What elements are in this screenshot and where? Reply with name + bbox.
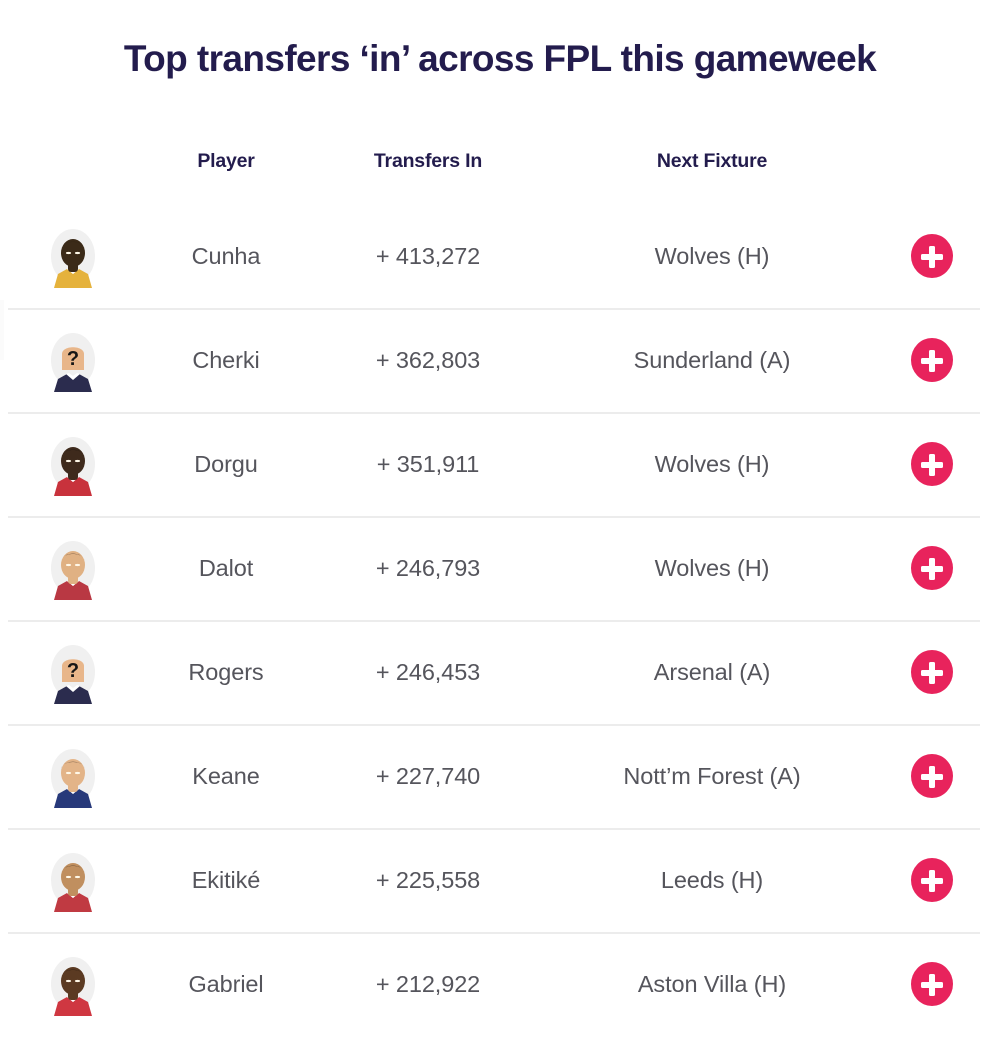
cell-transfers-in: + 212,922	[375, 970, 481, 997]
cell-player-name: Cunha	[191, 242, 261, 269]
plus-icon-vertical	[929, 557, 935, 580]
table-row-3: ? Dorgu + 351,911 Wolves (H)	[0, 412, 1000, 516]
player-avatar-cherki: ?	[44, 330, 102, 392]
cell-transfers-in: + 227,740	[375, 762, 481, 789]
player-photo-placeholder-cherki: ?	[51, 333, 95, 392]
cell-next-fixture: Nott’m Forest (A)	[623, 762, 801, 789]
cell-transfers-in: + 362,803	[375, 346, 481, 373]
add-player-button-dalot[interactable]	[911, 546, 953, 590]
plus-icon-vertical	[929, 869, 935, 892]
cell-transfers-in: + 246,453	[375, 658, 481, 685]
plus-icon-vertical	[929, 349, 935, 372]
player-photo-keane: ?	[51, 749, 95, 808]
plus-icon-vertical	[929, 245, 935, 268]
column-header-player: Player	[197, 150, 255, 172]
player-photo-dorgu: ?	[51, 437, 95, 496]
cell-player-name: Cherki	[192, 346, 260, 373]
table-header-row: Player Transfers In Next Fixture	[0, 150, 1000, 180]
player-photo-cunha: ?	[51, 229, 95, 288]
add-player-button-ekitiké[interactable]	[911, 858, 953, 902]
cell-transfers-in: + 351,911	[376, 450, 480, 477]
cell-player-name: Rogers	[188, 658, 264, 685]
cell-player-name: Dalot	[198, 554, 254, 581]
column-header-transfers-in: Transfers In	[373, 150, 483, 172]
player-photo-dalot: ?	[51, 541, 95, 600]
cell-next-fixture: Arsenal (A)	[653, 658, 771, 685]
player-avatar-dorgu: ?	[44, 434, 102, 496]
add-player-button-dorgu[interactable]	[911, 442, 953, 486]
cell-next-fixture: Aston Villa (H)	[637, 970, 787, 997]
cell-next-fixture: Wolves (H)	[654, 554, 770, 581]
cell-next-fixture: Sunderland (A)	[633, 346, 791, 373]
plus-icon-vertical	[929, 453, 935, 476]
cell-transfers-in: + 246,793	[375, 554, 481, 581]
cell-player-name: Gabriel	[188, 970, 264, 997]
player-avatar-rogers: ?	[44, 642, 102, 704]
table-row-4: ? Dalot + 246,793 Wolves (H)	[0, 516, 1000, 620]
add-player-button-rogers[interactable]	[911, 650, 953, 694]
table-row-8: ? Gabriel + 212,922 Aston Villa (H)	[0, 932, 1000, 1036]
player-avatar-dalot: ?	[44, 538, 102, 600]
plus-icon-vertical	[929, 661, 935, 684]
cell-next-fixture: Leeds (H)	[660, 866, 764, 893]
column-header-next-fixture: Next Fixture	[656, 150, 768, 172]
add-player-button-cherki[interactable]	[911, 338, 953, 382]
cell-player-name: Keane	[192, 762, 260, 789]
table-row-6: ? Keane + 227,740 Nott’m Forest (A)	[0, 724, 1000, 828]
transfers-table-body: ? Cunha + 413,272 Wolves (H)	[0, 204, 1000, 1036]
svg-text:?: ?	[67, 348, 79, 370]
svg-text:?: ?	[67, 660, 79, 682]
cell-transfers-in: + 225,558	[375, 866, 481, 893]
cell-transfers-in: + 413,272	[375, 242, 481, 269]
add-player-button-gabriel[interactable]	[911, 962, 953, 1006]
add-player-button-keane[interactable]	[911, 754, 953, 798]
cell-next-fixture: Wolves (H)	[654, 242, 770, 269]
add-player-button-cunha[interactable]	[911, 234, 953, 278]
plus-icon-vertical	[929, 973, 935, 996]
player-avatar-cunha: ?	[44, 226, 102, 288]
table-row-7: ? Ekitiké + 225,558 Leeds (H)	[0, 828, 1000, 932]
table-row-1: ? Cunha + 413,272 Wolves (H)	[0, 204, 1000, 308]
player-photo-ekitike: ?	[51, 853, 95, 912]
cell-player-name: Ekitiké	[191, 866, 261, 893]
player-photo-placeholder-rogers: ?	[51, 645, 95, 704]
table-row-2: ? Cherki + 362,803 Sunderland (A)	[0, 308, 1000, 412]
page-left-edge	[0, 300, 4, 360]
player-avatar-ekitiké: ?	[44, 850, 102, 912]
cell-player-name: Dorgu	[194, 450, 258, 477]
page-title: Top transfers ‘in’ across FPL this gamew…	[123, 38, 877, 79]
table-row-5: ? Rogers + 246,453 Arsenal (A)	[0, 620, 1000, 724]
plus-icon-vertical	[929, 765, 935, 788]
cell-next-fixture: Wolves (H)	[654, 450, 770, 477]
player-photo-gabriel: ?	[51, 957, 95, 1016]
player-avatar-gabriel: ?	[44, 954, 102, 1016]
player-avatar-keane: ?	[44, 746, 102, 808]
